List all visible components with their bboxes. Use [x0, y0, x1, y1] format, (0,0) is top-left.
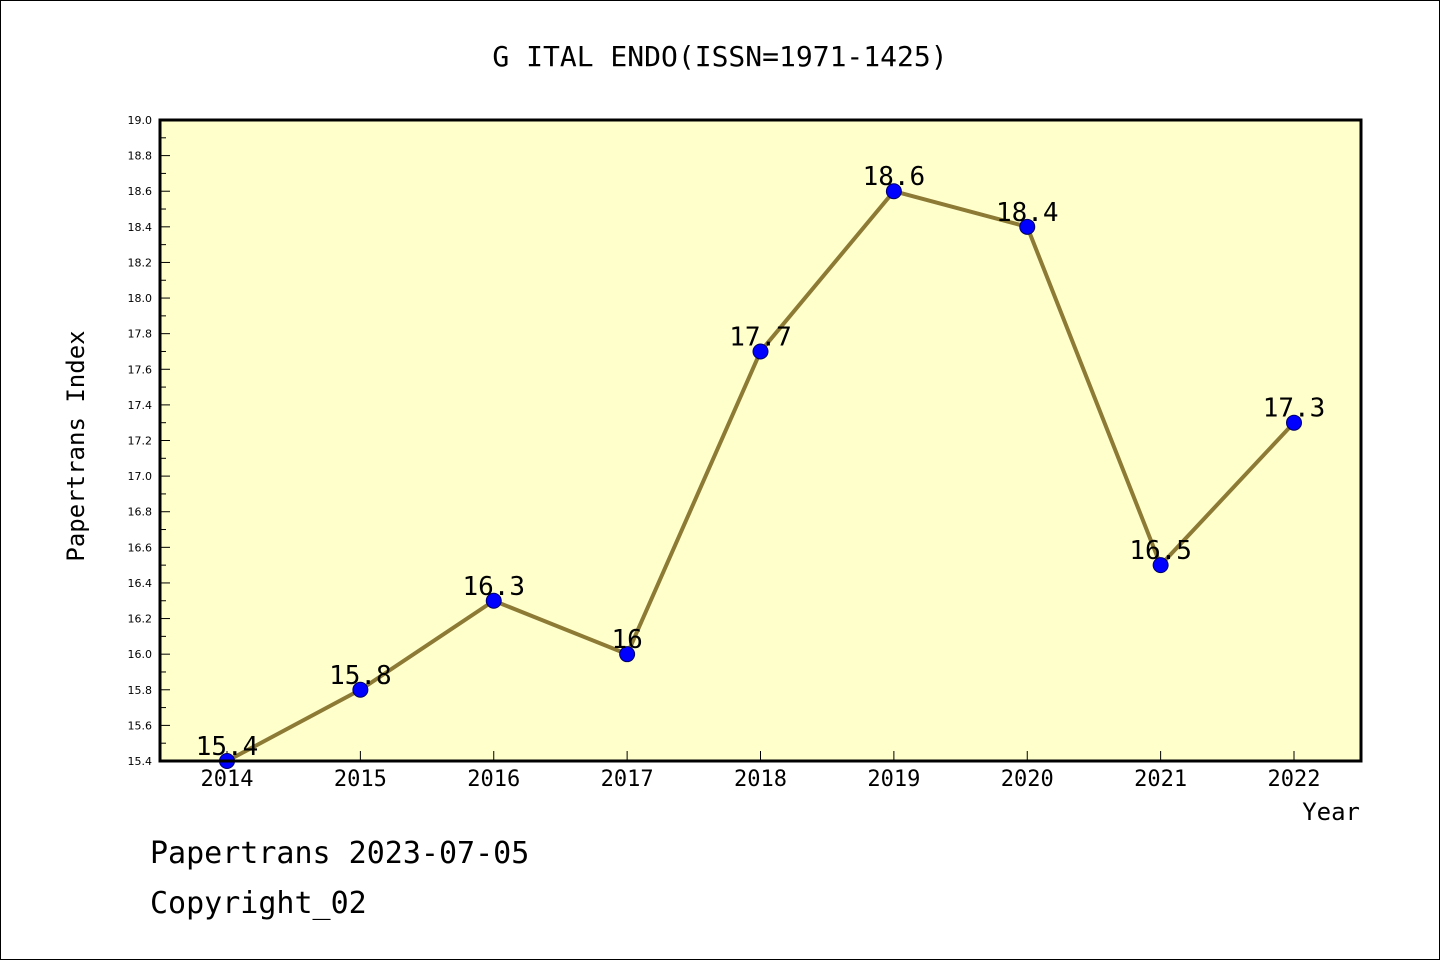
data-labels: 15.4 15.8 16.3 16 17.7 18.6 18.4 16.5 17.3	[196, 162, 1326, 762]
y-tick-label: 18.0	[128, 292, 153, 305]
data-label: 18.6	[863, 162, 926, 192]
y-tick-label: 15.4	[128, 755, 153, 768]
x-tick-label: 2020	[1001, 767, 1054, 792]
data-point	[619, 646, 636, 663]
series-markers	[219, 183, 1302, 769]
y-axis-label: Papertrans Index	[62, 330, 90, 561]
data-point	[352, 681, 369, 698]
x-tick-label: 2015	[334, 767, 387, 792]
x-tick-label: 2014	[201, 767, 254, 792]
x-tick-label: 2016	[467, 767, 520, 792]
y-tick-label: 17.6	[128, 363, 153, 376]
data-label: 18.4	[996, 198, 1059, 228]
plot-area	[160, 120, 1361, 761]
plot-frame	[158, 118, 1363, 763]
y-axis-ticks: 15.4 15.6 15.8 16.0 16.2 16.4 16.6 16.8 17.0 17.2…	[128, 114, 170, 768]
y-tick-label: 19.0	[128, 114, 153, 127]
data-label: 17.3	[1263, 394, 1326, 424]
x-tick-label: 2019	[867, 767, 920, 792]
x-axis-label: Year	[1302, 798, 1360, 826]
data-label: 16.5	[1129, 536, 1192, 566]
y-tick-label: 16.8	[128, 506, 153, 519]
y-tick-label: 18.8	[128, 150, 153, 163]
data-label: 17.7	[729, 322, 792, 352]
y-tick-label: 17.0	[128, 470, 153, 483]
footer-date: Papertrans 2023-07-05	[150, 836, 529, 871]
data-point	[1286, 414, 1302, 431]
y-tick-label: 15.8	[128, 684, 153, 697]
chart-title: G ITAL ENDO(ISSN=1971-1425)	[492, 40, 947, 73]
y-tick-label: 17.2	[128, 435, 153, 448]
y-tick-label: 18.6	[128, 185, 153, 198]
y-tick-label: 18.4	[128, 221, 153, 234]
data-point	[885, 183, 902, 200]
footer-copyright: Copyright_02	[150, 886, 367, 921]
y-tick-label: 15.6	[128, 719, 153, 732]
y-tick-label: 16.6	[128, 541, 153, 554]
y-tick-label: 17.4	[128, 399, 153, 412]
y-tick-label: 16.0	[128, 648, 153, 661]
y-tick-label: 18.2	[128, 256, 153, 269]
x-tick-label: 2018	[734, 767, 787, 792]
y-tick-label: 17.8	[128, 328, 153, 341]
y-tick-label: 16.2	[128, 613, 153, 626]
data-label: 16.3	[462, 572, 525, 602]
data-point	[1152, 557, 1169, 574]
data-point	[752, 343, 769, 360]
x-tick-label: 2022	[1268, 767, 1321, 792]
x-tick-label: 2017	[601, 767, 654, 792]
data-label: 15.8	[329, 661, 392, 691]
x-axis-ticks: 2014 2015 2016 2017 2018 2019 2020 2021 2022	[201, 751, 1321, 792]
data-point	[485, 592, 502, 609]
data-point	[1019, 218, 1036, 235]
data-label: 15.4	[196, 732, 259, 762]
y-tick-label: 16.4	[128, 577, 153, 590]
x-tick-label: 2021	[1134, 767, 1187, 792]
data-label: 16	[611, 625, 642, 655]
